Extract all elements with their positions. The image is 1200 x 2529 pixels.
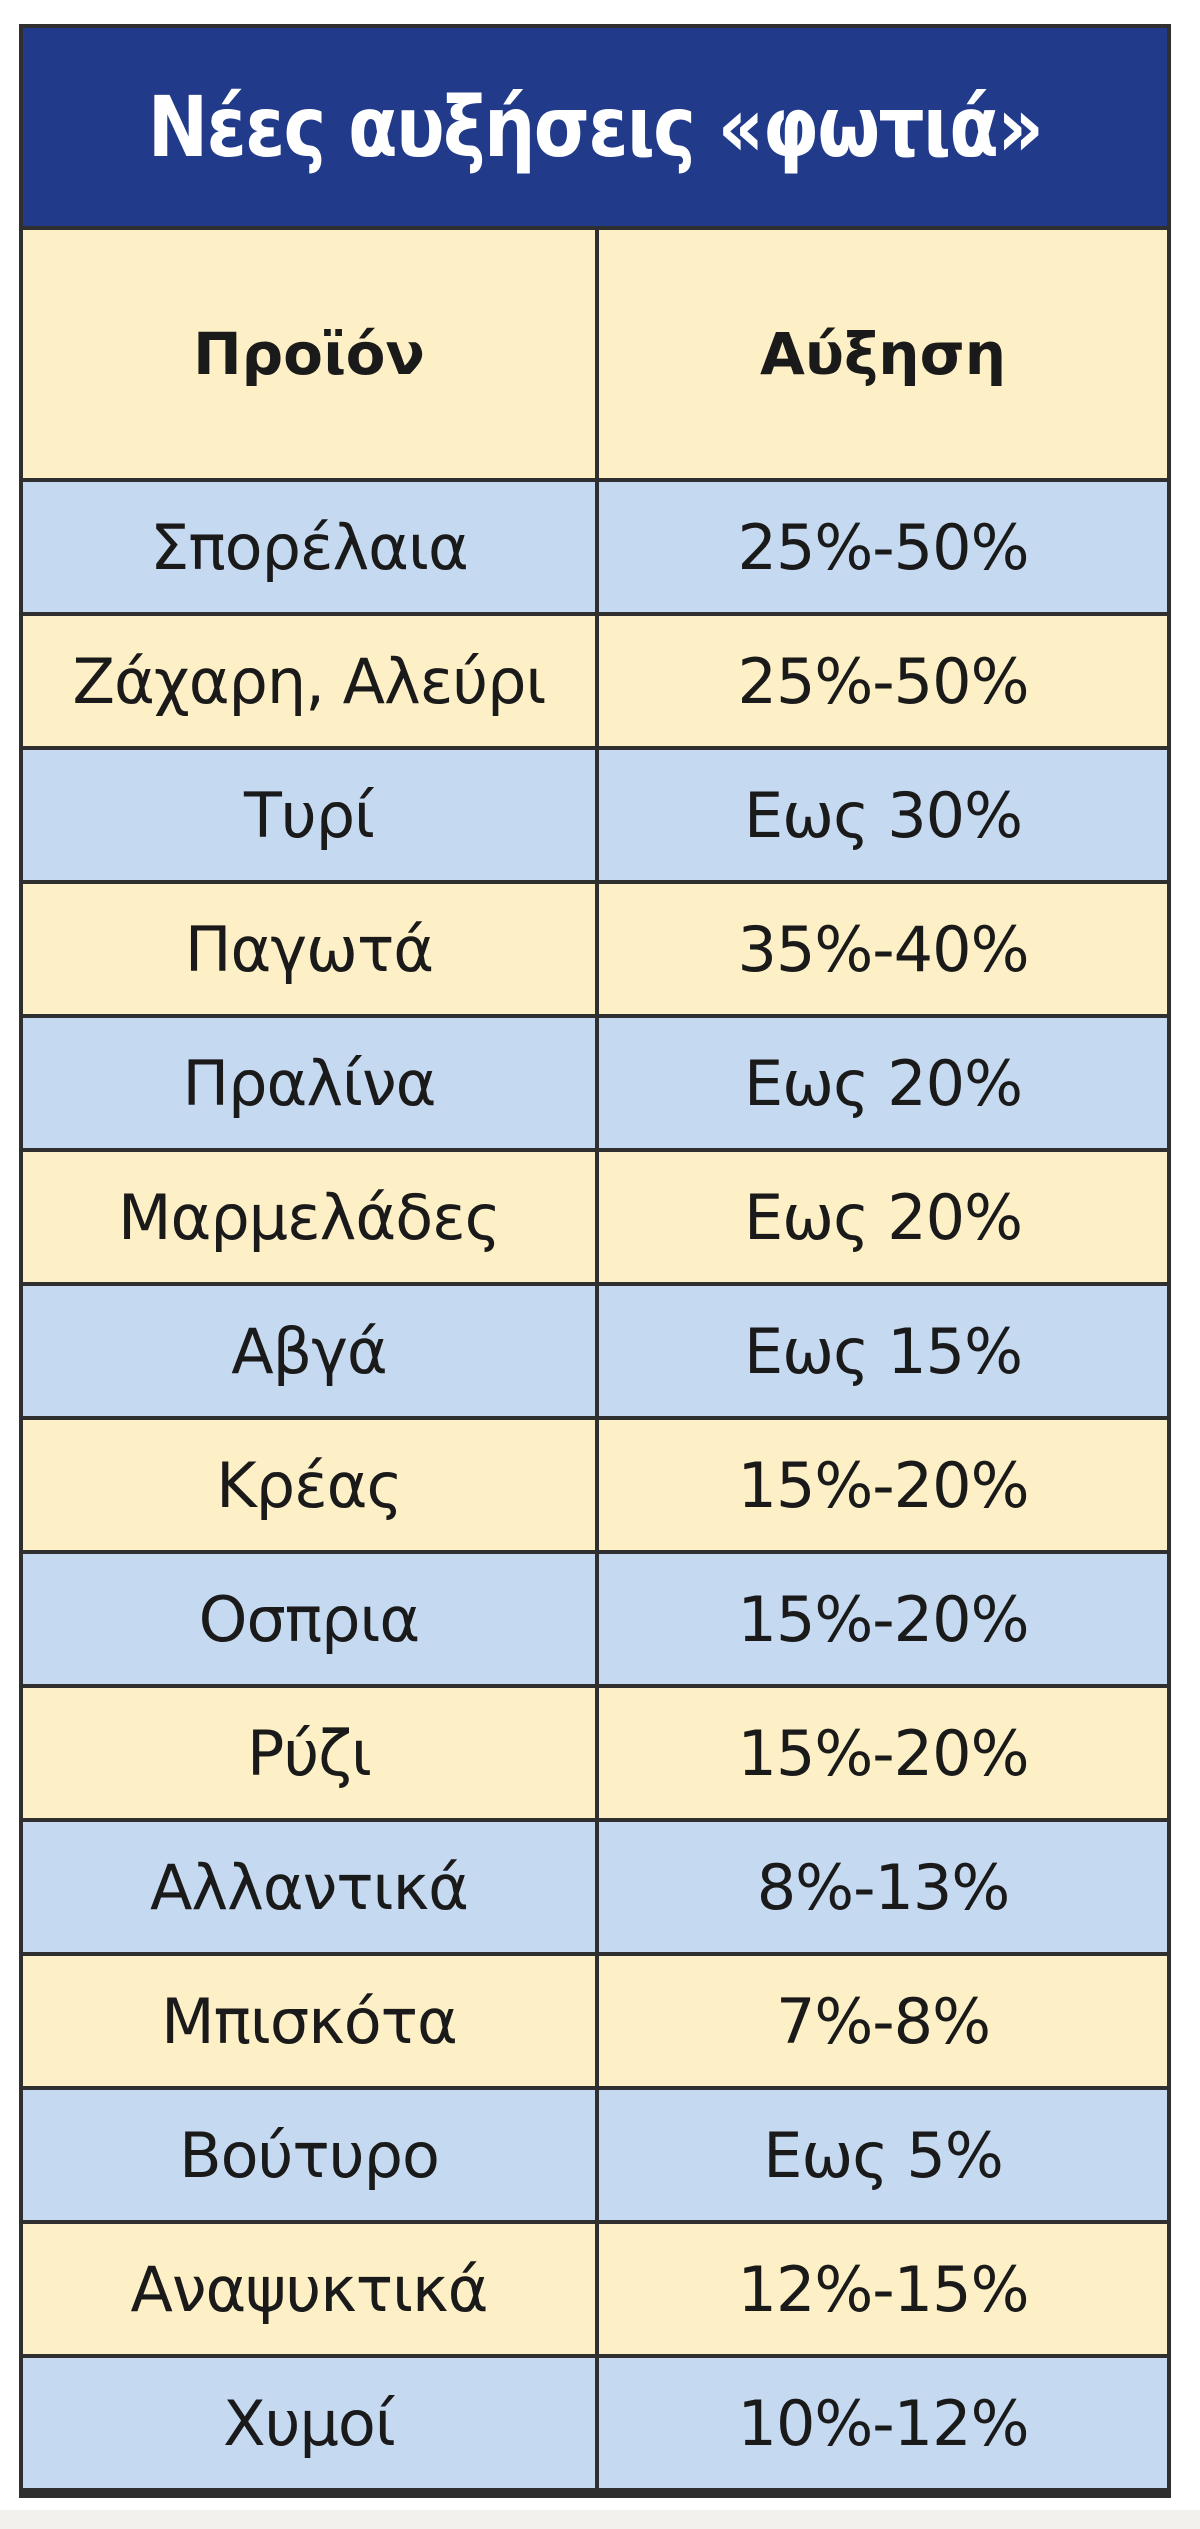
increase-cell: 35%-40%	[599, 884, 1167, 1014]
product-cell: Βούτυρο	[23, 2090, 595, 2220]
increase-cell: 10%-12%	[599, 2358, 1167, 2488]
increase-cell: 12%-15%	[599, 2224, 1167, 2354]
product-cell: Τυρί	[23, 750, 595, 880]
increase-cell: 8%-13%	[599, 1822, 1167, 1952]
column-header-increase: Αύξηση	[599, 230, 1167, 478]
increase-cell: Εως 15%	[599, 1286, 1167, 1416]
table-title-bar: Νέες αυξήσεις «φωτιά»	[23, 28, 1167, 226]
product-cell: Μπισκότα	[23, 1956, 595, 2086]
increase-cell: 7%-8%	[599, 1956, 1167, 2086]
product-cell: Παγωτά	[23, 884, 595, 1014]
increase-cell: Εως 20%	[599, 1152, 1167, 1282]
increase-cell: 25%-50%	[599, 482, 1167, 612]
product-cell: Ζάχαρη, Αλεύρι	[23, 616, 595, 746]
product-cell: Σπορέλαια	[23, 482, 595, 612]
product-cell: Πραλίνα	[23, 1018, 595, 1148]
increase-cell: 15%-20%	[599, 1554, 1167, 1684]
increase-cell: 25%-50%	[599, 616, 1167, 746]
product-cell: Ρύζι	[23, 1688, 595, 1818]
product-cell: Αναψυκτικά	[23, 2224, 595, 2354]
product-cell: Αβγά	[23, 1286, 595, 1416]
page-bottom-strip	[0, 2510, 1200, 2529]
increase-cell: Εως 5%	[599, 2090, 1167, 2220]
product-cell: Μαρμελάδες	[23, 1152, 595, 1282]
product-cell: Χυμοί	[23, 2358, 595, 2488]
column-header-product: Προϊόν	[23, 230, 595, 478]
increase-cell: Εως 20%	[599, 1018, 1167, 1148]
product-cell: Κρέας	[23, 1420, 595, 1550]
product-cell: Οσπρια	[23, 1554, 595, 1684]
increase-cell: 15%-20%	[599, 1420, 1167, 1550]
increase-cell: Εως 30%	[599, 750, 1167, 880]
product-cell: Αλλαντικά	[23, 1822, 595, 1952]
increase-cell: 15%-20%	[599, 1688, 1167, 1818]
table-title: Νέες αυξήσεις «φωτιά»	[147, 78, 1044, 176]
